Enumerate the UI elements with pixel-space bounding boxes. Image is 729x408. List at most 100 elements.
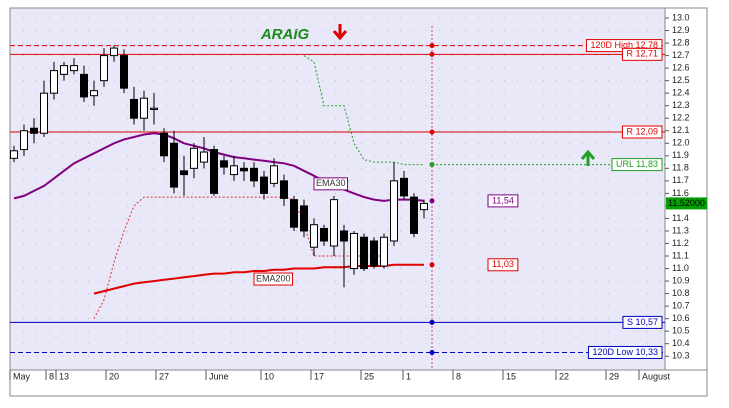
y-tick-label: 10.4 — [672, 338, 690, 348]
y-tick-label: 12.8 — [672, 37, 690, 47]
candle-body — [180, 170, 188, 176]
candle-body — [20, 130, 28, 151]
indicator-line — [93, 196, 384, 319]
candle-body — [40, 92, 48, 134]
candle-body — [270, 165, 278, 184]
candle-body — [100, 55, 108, 82]
candle-body — [420, 202, 428, 211]
candle-body — [60, 65, 68, 75]
level-label-text: URL 11,83 — [616, 159, 658, 169]
x-tick-label: 8 — [456, 371, 461, 381]
y-tick-label: 11.4 — [672, 213, 689, 223]
candle-body — [350, 232, 358, 270]
y-tick-label: 12.2 — [672, 113, 690, 123]
level-label-text: 120D Low 10,33 — [592, 347, 658, 357]
y-tick-label: 11.1 — [672, 250, 689, 260]
buy-arrow — [580, 149, 596, 166]
level-label-text: S 10,57 — [627, 317, 658, 327]
level-label: 11,54 — [487, 194, 519, 208]
level-dot — [429, 162, 435, 168]
sell-arrow — [332, 24, 348, 41]
level-label-text: 11,03 — [492, 259, 514, 269]
level-dot — [429, 43, 435, 49]
y-tick-label: 12.1 — [672, 125, 690, 135]
level-label-box — [621, 125, 663, 139]
level-label: 11,03 — [487, 258, 519, 272]
candle-body — [230, 165, 238, 176]
candle-body — [380, 236, 388, 267]
candle-body — [240, 167, 248, 172]
indicator-line — [13, 132, 425, 202]
candle-body — [90, 90, 98, 97]
level-dot — [429, 262, 435, 268]
candle-body — [220, 160, 228, 168]
level-label: 120D Low 10,33 — [587, 345, 663, 359]
y-tick-label: 12.3 — [672, 100, 690, 110]
y-tick-label: 11.3 — [672, 225, 689, 235]
candle-body — [10, 150, 18, 159]
candle-body — [210, 149, 218, 194]
line-name-text: EMA200 — [256, 273, 291, 283]
y-tick-label: 10.7 — [672, 300, 690, 310]
line-name-box — [253, 272, 294, 286]
candle-body — [320, 227, 328, 242]
y-tick-label: 13.0 — [672, 12, 690, 22]
y-tick-label: 10.3 — [672, 351, 690, 361]
candle-body — [260, 176, 268, 194]
candle-body — [160, 132, 168, 157]
y-tick-label: 12.0 — [672, 138, 690, 148]
level-label-box — [622, 315, 663, 329]
level-label-box — [587, 345, 663, 359]
candle-body — [150, 107, 158, 110]
level-label-box — [487, 258, 519, 272]
candle-body — [80, 73, 88, 98]
y-tick-label: 12.4 — [672, 88, 690, 98]
level-label: R 12,71 — [621, 47, 663, 61]
level-label-text: R 12,71 — [626, 49, 658, 59]
y-tick-label: 10.8 — [672, 288, 690, 298]
candle-body — [30, 127, 38, 134]
candle-body — [400, 177, 408, 197]
x-tick-label: 27 — [159, 371, 169, 381]
chart-title: ARAIG — [260, 26, 310, 43]
x-tick-label: May — [13, 371, 31, 381]
y-tick-label: 11.9 — [672, 150, 689, 160]
x-tick-label: August — [642, 371, 671, 381]
candle-body — [310, 224, 318, 248]
x-tick-label: June — [209, 371, 229, 381]
candle-body — [390, 180, 398, 242]
line-name-label: EMA200 — [253, 272, 294, 286]
candle-body — [360, 236, 368, 270]
y-tick-label: 11.8 — [672, 163, 689, 173]
y-tick-label: 11.2 — [672, 238, 689, 248]
level-label: R 12,09 — [621, 125, 663, 139]
candle-body — [140, 97, 148, 119]
line-name-box — [313, 177, 349, 191]
y-tick-label: 10.5 — [672, 326, 690, 336]
candle-body — [170, 142, 178, 188]
level-dot — [429, 349, 435, 355]
y-tick-label: 12.9 — [672, 25, 690, 35]
candle-body — [330, 199, 338, 247]
level-dot — [429, 129, 435, 135]
level-label: S 10,57 — [622, 315, 663, 329]
candle-body — [190, 147, 198, 169]
y-axis-area — [664, 7, 708, 371]
y-tick-label: 11.0 — [672, 263, 689, 273]
level-label-text: R 12,09 — [626, 126, 658, 136]
level-dot — [429, 198, 435, 204]
candle-body — [290, 199, 298, 228]
line-name-label: EMA30 — [313, 177, 349, 191]
y-tick-label: 12.6 — [672, 62, 690, 72]
level-dot — [429, 319, 435, 325]
y-tick-label: 11.6 — [672, 188, 689, 198]
last-price-label: 11.52000 — [668, 198, 705, 208]
y-tick-label: 10.9 — [672, 275, 690, 285]
level-label-text: 120D High 12,78 — [590, 40, 658, 50]
level-label: URL 11,83 — [611, 158, 663, 172]
candle-body — [110, 47, 118, 57]
level-label-box — [487, 194, 519, 208]
x-tick-label: 22 — [559, 371, 569, 381]
candle-body — [280, 180, 288, 199]
x-tick-label: 10 — [264, 371, 274, 381]
